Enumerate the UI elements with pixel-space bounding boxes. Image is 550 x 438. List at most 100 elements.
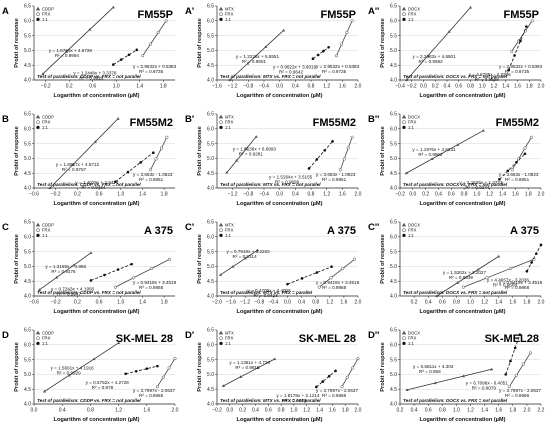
r-squared-label: R² = 0.9281	[239, 152, 264, 157]
data-point	[329, 276, 333, 280]
data-point	[246, 61, 250, 65]
data-point	[426, 54, 430, 57]
y-axis-title: Probit of response	[14, 18, 20, 67]
r-squared-label: R² = 0.9642	[279, 70, 304, 75]
regression-line-cddp	[39, 252, 92, 291]
regression-line-frx	[341, 358, 359, 387]
y-tick-label: 5.5	[24, 249, 31, 255]
x-tick-label: 0.6	[96, 300, 103, 306]
panel-D: 4.0 4.5 5.0 5.5 6.0 6.5 0.0 0.4 0.8 1.2 1.6 2.0 Loga…	[2, 328, 179, 423]
r-squared-label: R² = 0.9464	[81, 185, 106, 190]
y-tick-label: 6.5	[24, 328, 31, 334]
x-axis-title: Logarithm of concentration (µM)	[237, 93, 323, 99]
data-point	[323, 149, 327, 152]
data-point	[311, 57, 315, 60]
x-tick-label: −2.0	[212, 300, 222, 306]
r-squared-label: R² = 0.9735	[322, 69, 347, 74]
y-tick-label: 4.5	[390, 63, 397, 69]
data-point	[430, 157, 434, 161]
x-tick-label: 1.6	[495, 408, 502, 414]
data-point	[340, 385, 344, 389]
y-tick-label: 5.0	[390, 156, 397, 162]
y-tick-label: 6.5	[390, 112, 397, 118]
x-axis-title: Logarithm of concentration (µM)	[420, 309, 506, 315]
data-point	[156, 364, 159, 368]
data-point	[485, 276, 489, 280]
data-point	[497, 254, 501, 258]
x-tick-label: 1.2	[115, 408, 122, 414]
data-point	[152, 151, 155, 155]
data-point	[89, 251, 93, 254]
y-tick-label: 5.0	[207, 372, 214, 378]
panel-letter: A'	[185, 6, 194, 17]
legend-marker	[36, 120, 40, 125]
legend-label: 1:1	[42, 233, 48, 238]
y-tick-label: 6.5	[207, 220, 214, 226]
legend-label: 1:1	[408, 233, 414, 238]
legend-marker	[401, 222, 407, 227]
panel-letter: D	[2, 330, 9, 341]
x-tick-label: 1.4	[499, 192, 506, 198]
y-tick-label: 4.0	[207, 402, 214, 408]
data-point	[71, 163, 75, 166]
x-tick-label: 1.8	[342, 408, 349, 414]
x-tick-label: 2.0	[538, 84, 545, 90]
x-tick-label: 1.2	[323, 192, 330, 198]
legend-label: 1:1	[225, 233, 231, 238]
data-point	[456, 143, 460, 146]
equation-label: y = 4.8785x - 2.7306	[469, 72, 511, 77]
data-point	[113, 285, 117, 289]
data-point	[154, 157, 158, 161]
equation-label: y = 0.9622x + 3.9019	[273, 65, 317, 70]
legend-marker	[36, 12, 40, 17]
equation-label: y = 2.9532x + 0.5383	[499, 64, 543, 69]
y-tick-label: 4.5	[390, 171, 397, 177]
x-tick-label: 1.8	[523, 300, 530, 306]
x-tick-label: −0.2	[395, 192, 405, 198]
r-squared-label: R² = 0.9686	[322, 393, 347, 398]
data-point	[244, 147, 248, 150]
x-tick-label: 1.4	[316, 408, 323, 414]
y-tick-label: 6.0	[207, 235, 214, 241]
x-tick-label: 0.8	[308, 84, 315, 90]
y-tick-label: 5.0	[390, 48, 397, 54]
r-squared-label: R² = 0.9994	[55, 53, 80, 58]
regression-line-1-1	[115, 152, 154, 183]
data-point	[165, 135, 169, 139]
data-point	[528, 351, 532, 355]
data-point	[529, 135, 533, 139]
legend-label: FRX	[225, 120, 234, 125]
data-point	[342, 157, 346, 161]
panel-Bp: 4.0 4.5 5.0 5.5 6.0 6.5 −1.2 −0.8 −0.4 0.0 0.4 0.8 1…	[185, 112, 362, 207]
x-tick-label: 1.6	[339, 192, 346, 198]
x-tick-label: 0.6	[265, 408, 272, 414]
legend-label: MTX	[225, 223, 234, 228]
x-tick-label: 1.0	[113, 84, 120, 90]
x-tick-label: 0.0	[276, 84, 283, 90]
data-point	[173, 356, 177, 361]
x-tick-label: 1.4	[136, 84, 143, 90]
parallelism-note: Test of parallelism: MTX vs. FRX = paral…	[220, 290, 313, 295]
x-tick-label: 0.0	[276, 192, 283, 198]
y-axis-title: Probit of response	[380, 126, 386, 175]
legend-marker	[219, 17, 223, 21]
regression-line-frx	[339, 137, 353, 170]
y-tick-label: 5.5	[24, 141, 31, 147]
data-point	[48, 186, 52, 190]
legend-marker	[402, 336, 406, 341]
panel-letter: D'	[185, 330, 194, 341]
equation-label: y = 0.7343x + 4.1956	[51, 286, 95, 291]
data-point	[351, 366, 355, 370]
data-point	[315, 385, 318, 389]
legend-label: 1:1	[225, 341, 231, 346]
x-tick-label: 0.6	[89, 84, 96, 90]
panel-letter: C'	[185, 222, 194, 233]
regression-line-docx	[406, 7, 471, 81]
y-tick-label: 6.5	[207, 328, 214, 334]
data-point	[127, 53, 131, 57]
r-squared-label: R² = 0.9901	[242, 59, 267, 64]
legend-marker	[402, 228, 406, 233]
x-tick-label: 0.0	[284, 300, 291, 306]
y-axis-title: Probit of response	[380, 342, 386, 391]
x-tick-label: −0.8	[243, 84, 253, 90]
